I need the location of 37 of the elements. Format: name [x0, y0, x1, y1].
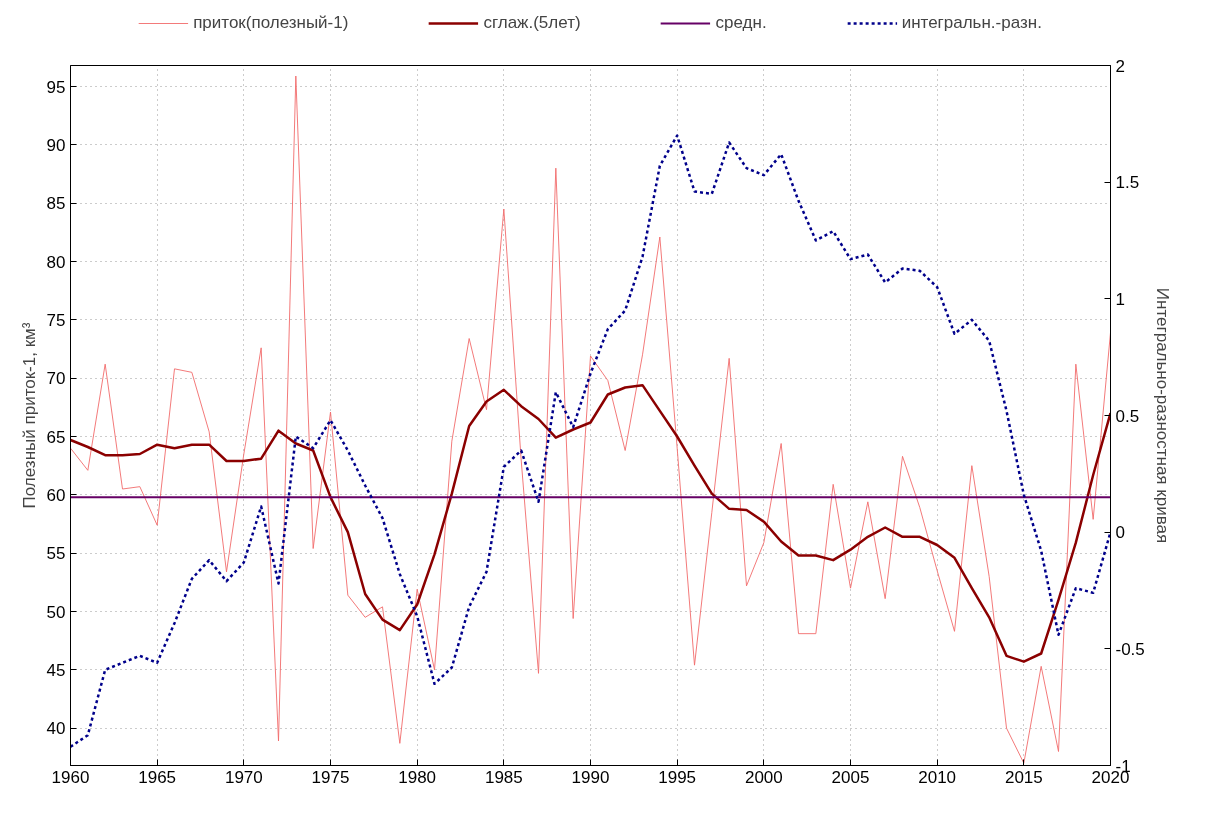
x-tick-label: 1985	[484, 767, 523, 787]
x-tick-label: 1960	[51, 767, 90, 787]
y2-tick-label: 2	[1115, 56, 1125, 76]
y-tick-label: 90	[46, 135, 66, 155]
x-tick-label: 2010	[918, 767, 957, 787]
y2-tick-label: -0.5	[1115, 639, 1145, 659]
y2-tick-label: 0.5	[1115, 406, 1140, 426]
legend-label: приток(полезный-1)	[193, 12, 349, 33]
y-tick-label: 40	[46, 719, 66, 739]
x-tick-label: 1975	[311, 767, 350, 787]
y-tick-label: 75	[46, 310, 66, 330]
y-tick-label: 65	[46, 427, 66, 447]
y-tick-label: 95	[46, 77, 66, 97]
x-tick-label: 1980	[398, 767, 437, 787]
y-tick-label: 70	[46, 369, 66, 389]
y2-tick-label: 1	[1115, 289, 1125, 309]
legend-label: сглаж.(5лет)	[483, 12, 581, 33]
y2-tick-label: 1.5	[1115, 173, 1140, 193]
y2-tick-label: 0	[1115, 523, 1125, 543]
x-tick-label: 2000	[744, 767, 783, 787]
y-tick-label: 85	[46, 194, 66, 214]
x-tick-label: 1970	[224, 767, 263, 787]
y-tick-label: 80	[46, 252, 66, 272]
x-tick-label: 1995	[658, 767, 697, 787]
line-series	[70, 383, 1111, 663]
x-tick-label: 2005	[831, 767, 870, 787]
y-axis-title: Полезный приток-1, км³	[19, 322, 39, 509]
y-tick-label: 50	[46, 602, 66, 622]
legend-label: интегральн.-разн.	[901, 12, 1042, 33]
y2-axis-title: Интегрально-разностная кривая	[1152, 287, 1172, 544]
legend-label: средн.	[715, 12, 767, 33]
x-tick-label: 1965	[138, 767, 177, 787]
y-tick-label: 55	[46, 544, 66, 564]
y-tick-label: 45	[46, 660, 66, 680]
x-tick-label: 2015	[1004, 767, 1043, 787]
y-tick-label: 60	[46, 485, 66, 505]
x-tick-label: 1990	[571, 767, 610, 787]
